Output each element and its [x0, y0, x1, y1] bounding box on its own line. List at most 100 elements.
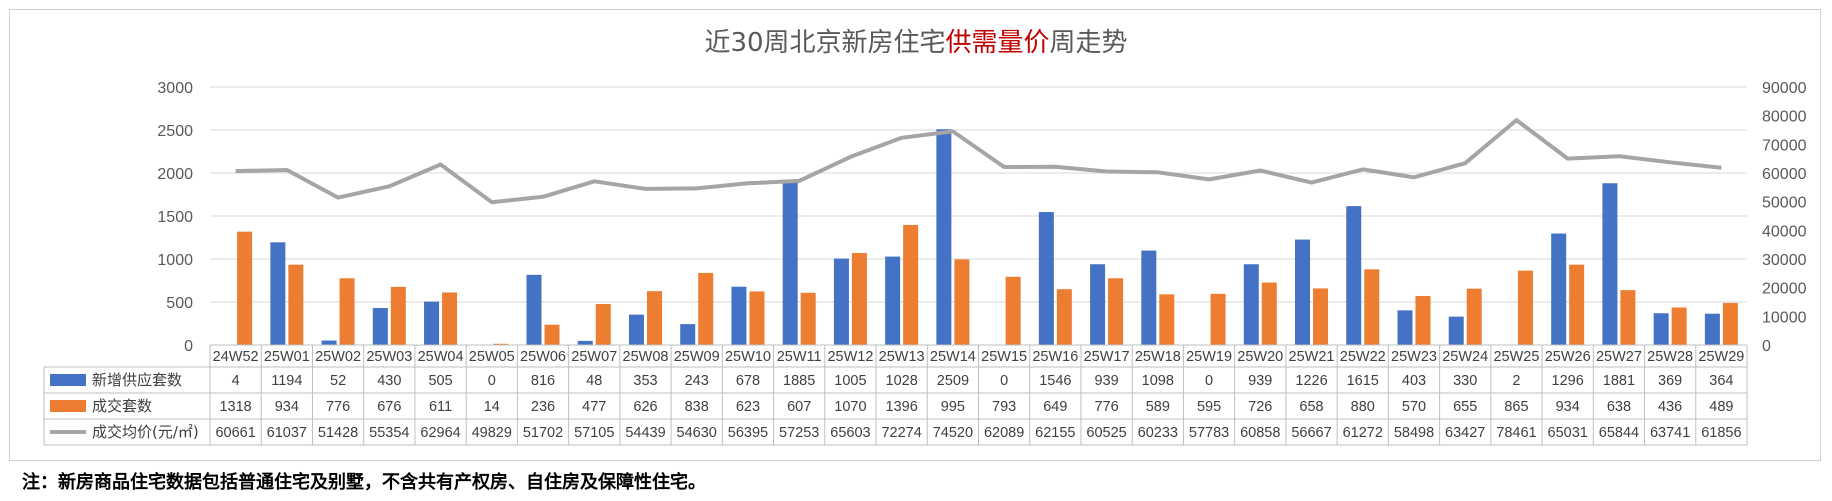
data-label: 838	[685, 399, 709, 415]
legend-swatch-1	[50, 400, 86, 412]
data-label: 2	[1512, 373, 1520, 389]
data-label: 1615	[1347, 373, 1379, 389]
x-tick-label: 25W08	[623, 349, 669, 365]
data-label: 55354	[369, 425, 409, 441]
x-tick-label: 25W12	[827, 349, 873, 365]
data-label: 995	[941, 399, 965, 415]
avg-price-line	[235, 118, 1722, 205]
x-tick-label: 25W21	[1289, 349, 1335, 365]
supply-bar-29	[1704, 313, 1720, 345]
legend-label-1: 成交套数	[92, 397, 152, 415]
data-label: 62089	[984, 425, 1024, 441]
data-label: 61272	[1343, 425, 1383, 441]
axis-layer: 0500100015002000250030000100002000030000…	[157, 80, 1806, 355]
x-tick-label: 25W26	[1545, 349, 1591, 365]
transaction-bar-27	[1620, 290, 1636, 345]
x-tick-label: 25W09	[674, 349, 720, 365]
y-left-tick-label: 1000	[157, 252, 193, 269]
data-label: 49829	[472, 425, 512, 441]
data-label: 60661	[215, 425, 255, 441]
data-label: 678	[736, 373, 760, 389]
legend-label-0: 新增供应套数	[92, 371, 182, 389]
y-left-tick-label: 500	[166, 295, 193, 312]
y-right-tick-label: 40000	[1762, 223, 1807, 240]
x-tick-label: 25W22	[1340, 349, 1386, 365]
transaction-bar-28	[1671, 307, 1687, 345]
y-right-tick-label: 0	[1762, 338, 1771, 355]
chart-title: 近30周北京新房住宅供需量价周走势	[704, 28, 1127, 58]
data-label: 364	[1709, 373, 1733, 389]
x-tick-label: 25W11	[777, 349, 822, 365]
data-label: 1318	[219, 399, 251, 415]
data-label: 611	[429, 399, 452, 415]
transaction-bar-9	[698, 272, 714, 345]
transaction-bar-0	[237, 231, 253, 345]
supply-bar-18	[1141, 250, 1157, 345]
x-tick-label: 25W25	[1493, 349, 1539, 365]
supply-bar-2	[321, 340, 337, 345]
transaction-bar-29	[1722, 302, 1738, 345]
supply-bar-7	[577, 340, 593, 345]
y-left-tick-label: 2500	[157, 123, 193, 140]
supply-bar-6	[526, 274, 542, 345]
y-right-tick-label: 10000	[1762, 309, 1807, 326]
data-label: 436	[1658, 399, 1682, 415]
legend-swatch-0	[50, 374, 86, 386]
supply-bar-9	[680, 324, 696, 345]
data-label: 934	[275, 399, 299, 415]
x-tick-label: 25W17	[1084, 349, 1130, 365]
data-label: 62964	[420, 425, 460, 441]
data-label: 60858	[1240, 425, 1280, 441]
supply-bar-12	[833, 258, 849, 345]
x-tick-label: 25W05	[469, 349, 515, 365]
transaction-bar-21	[1313, 288, 1329, 345]
data-table: 24W52 25W01 25W02 25W03 25W04 25W05 25W06 25W07…	[43, 344, 1748, 446]
supply-bar-24	[1448, 316, 1464, 345]
chart-container	[9, 9, 1821, 461]
data-label: 880	[1351, 399, 1375, 415]
data-label: 2509	[937, 373, 969, 389]
x-tick-label: 25W02	[315, 349, 361, 365]
transaction-bar-14	[954, 259, 970, 345]
chart-svg: 近30周北京新房住宅供需量价周走势 0500100015002000250030…	[43, 28, 1807, 446]
transaction-bar-8	[646, 291, 662, 345]
data-label: 236	[531, 399, 555, 415]
grid-layer	[210, 86, 1747, 346]
transaction-bar-12	[851, 252, 867, 345]
data-label: 430	[377, 373, 401, 389]
x-tick-label: 25W07	[571, 349, 617, 365]
data-label: 626	[633, 399, 657, 415]
data-label: 52	[330, 373, 346, 389]
x-tick-label: 25W03	[366, 349, 412, 365]
x-tick-label: 25W16	[1032, 349, 1078, 365]
data-label: 1546	[1039, 373, 1071, 389]
y-left-tick-label: 2000	[157, 166, 193, 183]
transaction-bar-17	[1108, 278, 1124, 345]
data-label: 726	[1248, 399, 1272, 415]
x-tick-label: 25W14	[930, 349, 976, 365]
data-label: 1005	[834, 373, 866, 389]
chart-title-highlight: 供需量价	[946, 28, 1050, 58]
data-label: 1070	[834, 399, 866, 415]
transaction-bar-10	[749, 291, 765, 345]
data-label: 330	[1453, 373, 1477, 389]
supply-bar-27	[1602, 183, 1618, 345]
bar-layer	[219, 129, 1738, 345]
data-label: 1881	[1603, 373, 1635, 389]
supply-bar-16	[1038, 212, 1054, 345]
x-tick-label: 25W10	[725, 349, 771, 365]
data-label: 51702	[523, 425, 563, 441]
footnote: 注：新房商品住宅数据包括普通住宅及别墅，不含共有产权房、自住房及保障性住宅。	[22, 472, 706, 493]
x-tick-label: 25W20	[1237, 349, 1283, 365]
supply-bar-13	[885, 256, 901, 345]
transaction-bar-26	[1569, 264, 1585, 345]
data-label: 369	[1658, 373, 1682, 389]
data-label: 939	[1248, 373, 1272, 389]
transaction-bar-13	[903, 224, 919, 345]
y-left-tick-label: 1500	[157, 209, 193, 226]
data-label: 54439	[625, 425, 665, 441]
data-label: 793	[992, 399, 1016, 415]
supply-bar-11	[782, 182, 798, 345]
data-label: 403	[1402, 373, 1426, 389]
data-label: 1885	[783, 373, 815, 389]
